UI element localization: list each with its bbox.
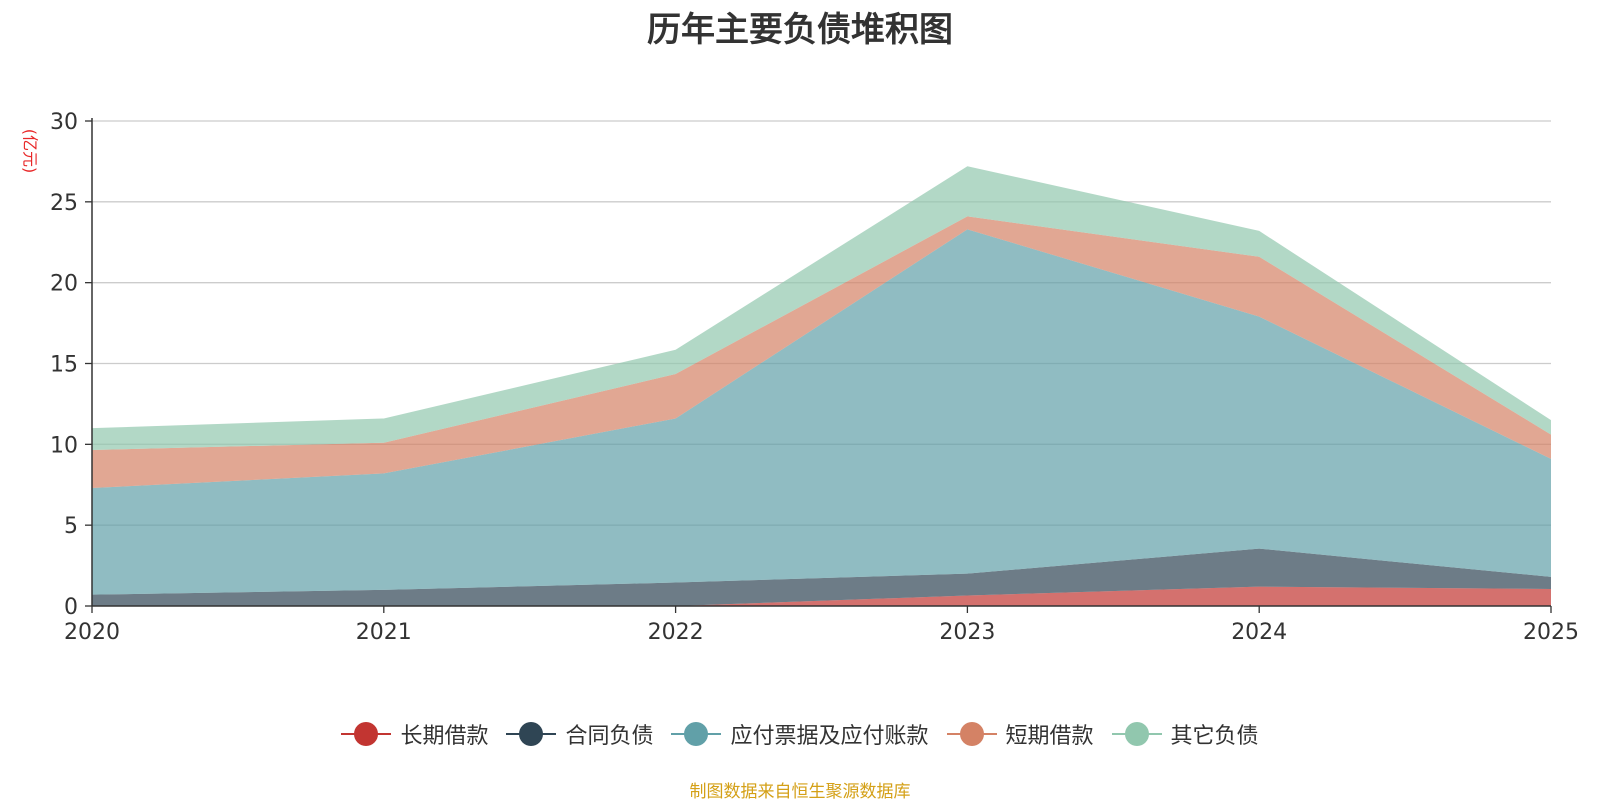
legend-item-5[interactable]: 其它负债 — [1111, 718, 1259, 750]
legend-swatch-icon — [506, 720, 557, 748]
data-point-series-5[interactable] — [1255, 227, 1263, 235]
y-tick-label: 20 — [50, 272, 78, 297]
x-tick-label: 2023 — [939, 620, 995, 645]
area-series-layer — [92, 162, 1555, 606]
x-tick-label: 2021 — [356, 620, 412, 645]
area-series-1[interactable] — [92, 586, 1551, 606]
legend-label: 应付票据及应付账款 — [730, 724, 929, 749]
x-tick-label: 2020 — [64, 620, 120, 645]
chart-title: 历年主要负债堆积图 — [647, 10, 953, 50]
y-tick-label: 5 — [64, 514, 78, 539]
area-series-5[interactable] — [92, 166, 1551, 450]
legend-item-2[interactable]: 合同负债 — [506, 718, 653, 750]
data-source-note: 制图数据来自恒生聚源数据库 — [689, 782, 911, 802]
y-tick-label: 0 — [64, 595, 78, 620]
area-series-2[interactable] — [92, 548, 1551, 606]
legend-label: 短期借款 — [1005, 724, 1094, 749]
data-point-series-5[interactable] — [1547, 416, 1555, 424]
x-tick-label: 2024 — [1231, 620, 1287, 645]
legend-swatch-icon — [341, 720, 392, 748]
x-tick-label: 2025 — [1523, 620, 1579, 645]
y-tick-label: 15 — [50, 353, 78, 378]
x-tick-label: 2022 — [648, 620, 704, 645]
legend-swatch-icon — [946, 720, 997, 748]
area-series-4[interactable] — [92, 216, 1551, 488]
y-tick-label: 10 — [50, 433, 78, 458]
data-point-series-5[interactable] — [380, 414, 388, 422]
area-series-3[interactable] — [92, 229, 1551, 595]
legend-item-3[interactable]: 应付票据及应付账款 — [671, 718, 929, 750]
legend-label: 合同负债 — [565, 724, 654, 749]
y-tick-label: 25 — [50, 191, 78, 216]
legend-swatch-icon — [671, 720, 722, 748]
y-tick-label: 30 — [50, 110, 78, 135]
legend-item-1[interactable]: 长期借款 — [341, 718, 488, 750]
legend-label: 其它负债 — [1170, 724, 1259, 749]
data-point-series-5[interactable] — [672, 346, 680, 354]
chart-legend: 长期借款 合同负债 应付票据及应付账款 短期借款 其它负债 — [0, 718, 1600, 750]
data-point-series-5[interactable] — [963, 162, 971, 170]
legend-label: 长期借款 — [400, 724, 489, 749]
legend-swatch-icon — [1111, 720, 1162, 748]
legend-item-4[interactable]: 短期借款 — [946, 718, 1094, 750]
